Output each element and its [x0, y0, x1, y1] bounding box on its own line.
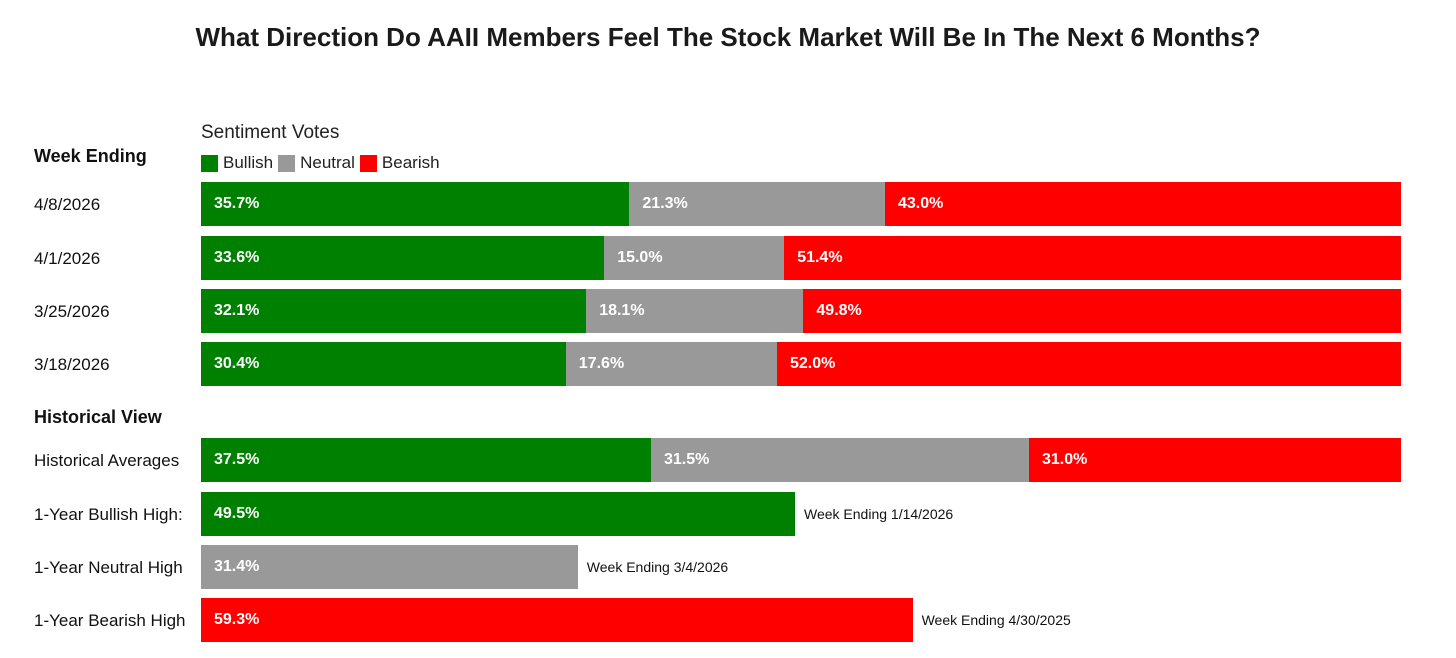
bar-bearish: 49.8%: [803, 289, 1401, 333]
bar-value-label: 15.0%: [617, 249, 663, 266]
legend-swatch-neutral: [278, 154, 296, 172]
bar-neutral: 31.4%: [201, 545, 578, 589]
bar-value-label: 35.7%: [214, 195, 260, 212]
bar-bullish: 30.4%: [201, 342, 566, 386]
weekly-row-label: 4/1/2026: [34, 249, 101, 268]
legend-swatch-bearish: [359, 154, 377, 172]
weekly-row-label: 4/8/2026: [34, 195, 101, 214]
bar-value-label: 33.6%: [214, 249, 260, 266]
bar-bearish: 52.0%: [777, 342, 1401, 386]
legend-label-neutral: Neutral: [300, 153, 355, 172]
bar-value-label: 31.4%: [214, 558, 260, 575]
bar-value-label: 51.4%: [797, 249, 843, 266]
bar-value-label: 31.5%: [664, 451, 710, 468]
bar-value-label: 37.5%: [214, 451, 260, 468]
bar-neutral: 17.6%: [565, 342, 777, 386]
historical-row-label: Historical Averages: [34, 451, 180, 470]
record-date-note: Week Ending 3/4/2026: [586, 559, 729, 575]
section-historical-view: Historical View: [34, 407, 162, 427]
historical-row-label: 1-Year Neutral High: [34, 558, 183, 577]
bar-value-label: 32.1%: [214, 302, 260, 319]
weekly-row-label: 3/18/2026: [34, 355, 110, 374]
historical-row-label: 1-Year Bearish High: [34, 611, 186, 630]
bar-bullish: 32.1%: [201, 289, 587, 333]
bar-bearish: 51.4%: [784, 236, 1401, 280]
bar-bullish: 33.6%: [201, 236, 605, 280]
bar-value-label: 17.6%: [578, 355, 625, 372]
bar-neutral: 31.5%: [651, 438, 1029, 482]
record-date-note: Week Ending 4/30/2025: [921, 612, 1071, 628]
legend-item-bullish: Bullish: [201, 153, 273, 173]
bar-bearish: 59.3%: [201, 598, 913, 642]
legend-item-bearish: Bearish: [359, 153, 440, 173]
legend-swatch-bullish: [201, 154, 218, 172]
bar-neutral: 18.1%: [586, 289, 804, 333]
bar-bullish: 49.5%: [201, 492, 795, 536]
bar-bullish: 37.5%: [201, 438, 651, 482]
weekly-row-label: 3/25/2026: [34, 302, 110, 321]
bar-value-label: 52.0%: [790, 355, 836, 372]
legend-title: Sentiment Votes: [201, 122, 340, 143]
chart-title: What Direction Do AAII Members Feel The …: [195, 22, 1261, 52]
bar-value-label: 43.0%: [898, 195, 944, 212]
record-date-note: Week Ending 1/14/2026: [804, 506, 954, 522]
section-week-ending: Week Ending: [34, 146, 147, 166]
bar-value-label: 59.3%: [214, 611, 260, 628]
historical-row-label: 1-Year Bullish High:: [34, 505, 183, 524]
bar-value-label: 49.8%: [816, 302, 862, 319]
legend-label-bullish: Bullish: [223, 153, 274, 172]
bar-value-label: 31.0%: [1042, 451, 1088, 468]
bar-neutral: 15.0%: [604, 236, 785, 280]
bar-bearish: 31.0%: [1029, 438, 1401, 482]
bar-bearish: 43.0%: [885, 182, 1401, 226]
bar-value-label: 21.3%: [642, 195, 688, 212]
bar-value-label: 49.5%: [214, 505, 260, 522]
legend: Bullish Neutral Bearish: [201, 153, 445, 173]
bar-value-label: 18.1%: [599, 302, 645, 319]
bar-value-label: 30.4%: [214, 355, 260, 372]
legend-label-bearish: Bearish: [381, 153, 440, 172]
legend-item-neutral: Neutral: [278, 153, 355, 173]
bar-neutral: 21.3%: [629, 182, 885, 226]
bar-bullish: 35.7%: [201, 182, 630, 226]
